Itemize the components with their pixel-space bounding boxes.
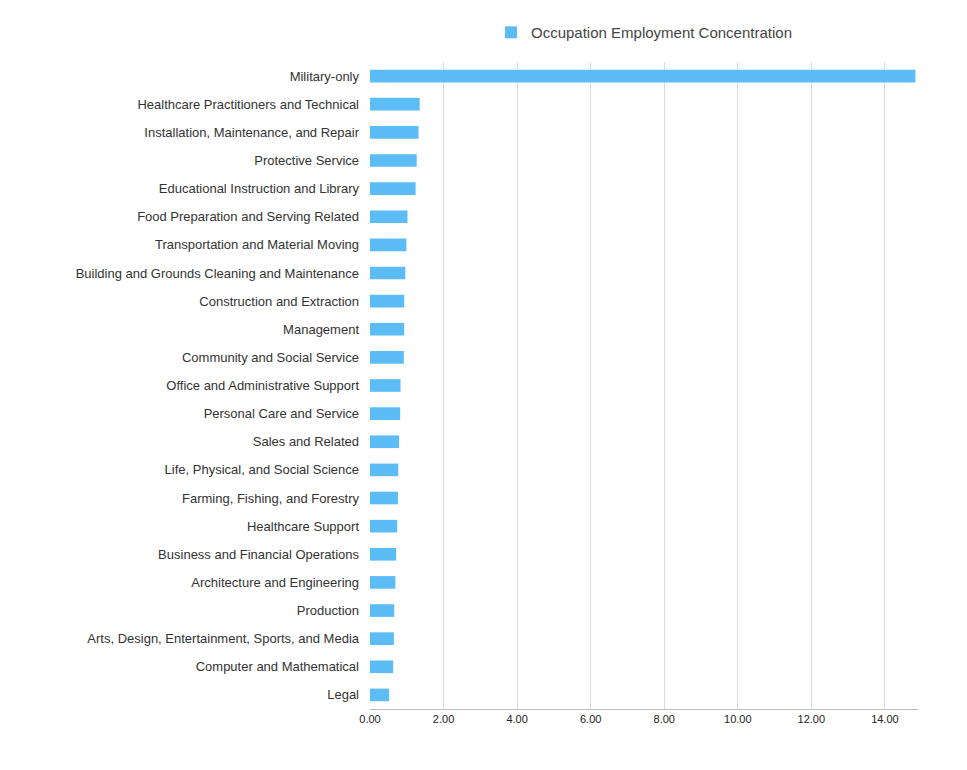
svg-text:10.00: 10.00	[724, 713, 752, 725]
svg-text:Arts, Design, Entertainment, S: Arts, Design, Entertainment, Sports, and…	[87, 631, 359, 646]
svg-text:Farming, Fishing, and Forestry: Farming, Fishing, and Forestry	[182, 491, 360, 506]
svg-text:Construction and Extraction: Construction and Extraction	[199, 294, 359, 309]
svg-text:14.00: 14.00	[871, 713, 899, 725]
svg-text:Legal: Legal	[327, 687, 359, 702]
svg-text:6.00: 6.00	[580, 713, 601, 725]
svg-text:Personal Care and Service: Personal Care and Service	[204, 406, 359, 421]
svg-text:Protective Service: Protective Service	[254, 153, 359, 168]
svg-text:4.00: 4.00	[506, 713, 527, 725]
svg-text:Business and Financial Operati: Business and Financial Operations	[158, 547, 359, 562]
svg-text:Architecture and Engineering: Architecture and Engineering	[191, 575, 359, 590]
svg-text:Building and Grounds Cleaning: Building and Grounds Cleaning and Mainte…	[76, 266, 359, 281]
svg-text:Transportation and Material Mo: Transportation and Material Moving	[155, 237, 359, 252]
svg-text:Military-only: Military-only	[290, 69, 360, 84]
svg-text:Production: Production	[297, 603, 359, 618]
svg-text:Food Preparation and Serving R: Food Preparation and Serving Related	[137, 209, 359, 224]
svg-text:0.00: 0.00	[359, 713, 380, 725]
svg-text:Healthcare Support: Healthcare Support	[247, 519, 359, 534]
svg-text:8.00: 8.00	[654, 713, 675, 725]
svg-text:Community and Social Service: Community and Social Service	[182, 350, 359, 365]
svg-text:12.00: 12.00	[798, 713, 826, 725]
svg-text:Management: Management	[283, 322, 359, 337]
svg-text:Educational Instruction and Li: Educational Instruction and Library	[159, 181, 360, 196]
svg-text:Occupation Employment Concentr: Occupation Employment Concentration	[531, 24, 792, 41]
svg-text:Sales and Related: Sales and Related	[253, 434, 359, 449]
svg-text:Installation, Maintenance, and: Installation, Maintenance, and Repair	[144, 125, 359, 140]
svg-text:2.00: 2.00	[433, 713, 454, 725]
svg-text:Office and Administrative Supp: Office and Administrative Support	[166, 378, 359, 393]
svg-text:Healthcare Practitioners and T: Healthcare Practitioners and Technical	[137, 97, 359, 112]
svg-text:Computer and Mathematical: Computer and Mathematical	[196, 659, 359, 674]
svg-text:Life, Physical, and Social Sci: Life, Physical, and Social Science	[165, 462, 359, 477]
